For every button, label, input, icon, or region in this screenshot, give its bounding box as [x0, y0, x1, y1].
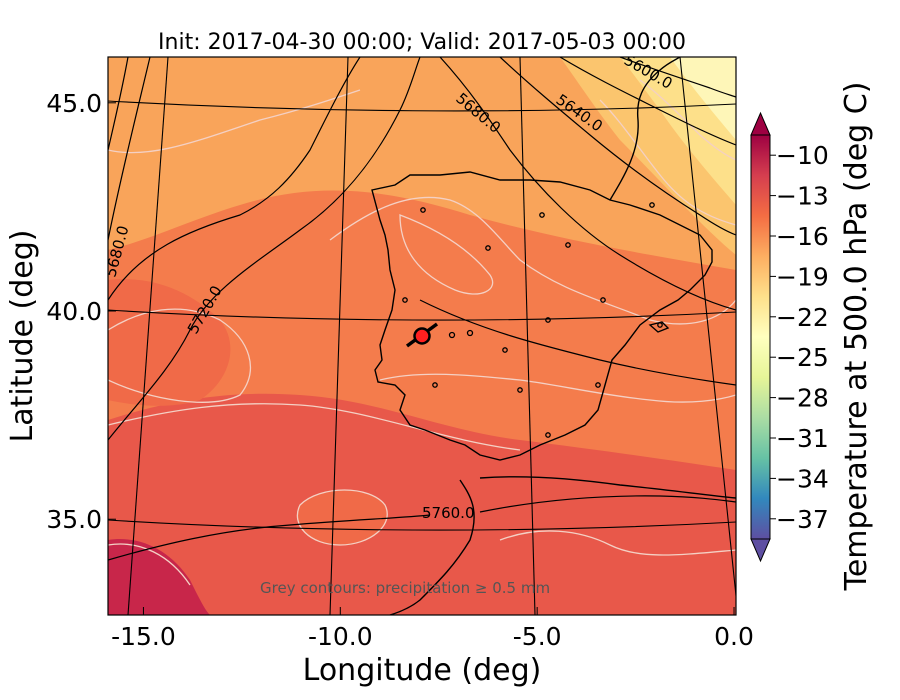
africa-coastline: [389, 476, 736, 615]
map-panel: 5680.0 5640.0 5600.0 5680.0 5720.0 5760.…: [108, 57, 736, 615]
colorbar-ticks: −10 −13 −16 −19 −22 −25 −28 −31 −34 −37: [770, 141, 829, 534]
colorbar: −10 −13 −16 −19 −22 −25 −28 −31 −34 −37 Temperatu…: [750, 82, 874, 592]
x-axis: -15.0 -10.0 -5.0 0.0: [111, 607, 754, 651]
x-tick-label: -5.0: [513, 622, 562, 651]
iberia-coastline: [371, 171, 713, 461]
y-tick-label: 40.0: [46, 297, 102, 326]
colorbar-tick-label: −31: [776, 424, 829, 453]
temperature-band-warm: [108, 393, 736, 615]
colorbar-label: Temperature at 500.0 hPa (deg C): [839, 82, 874, 592]
precipitation-spots: [402, 202, 663, 438]
y-tick-label: 35.0: [46, 505, 102, 534]
temperature-band-midwest: [108, 279, 231, 406]
map-title: Init: 2017-04-30 00:00; Valid: 2017-05-0…: [158, 30, 686, 55]
colorbar-tick-label: −37: [776, 505, 829, 534]
parallel-45: [108, 100, 736, 112]
colorbar-tick-label: −10: [776, 141, 829, 170]
temperature-band-coldest: [670, 57, 736, 140]
x-tick-label: 0.0: [714, 622, 754, 651]
graticule: [108, 57, 736, 615]
colorbar-body: [750, 134, 771, 540]
x-tick-label: -15.0: [111, 622, 176, 651]
colorbar-tick-label: −28: [776, 384, 829, 413]
parallel-40: [108, 309, 736, 321]
colorbar-tick-label: −25: [776, 343, 829, 372]
temperature-band-warm-patch: [297, 490, 388, 545]
y-axis: 35.0 40.0 45.0: [46, 89, 116, 534]
coastlines: [371, 57, 736, 615]
y-tick-label: 45.0: [46, 89, 102, 118]
colorbar-tick-label: −19: [776, 262, 829, 291]
contour-label: 5760.0: [422, 504, 475, 522]
temperature-band-hot: [108, 539, 210, 615]
colorbar-extend-top: [750, 111, 771, 136]
precipitation-contours: [108, 79, 736, 586]
height-contours: [108, 57, 736, 561]
colorbar-extend-bottom: [750, 538, 771, 563]
x-tick-label: -10.0: [308, 622, 373, 651]
location-marker: [405, 322, 439, 348]
colorbar-tick-label: −22: [776, 303, 829, 332]
precipitation-note: Grey contours: precipitation ≥ 0.5 mm: [260, 579, 550, 597]
x-axis-label: Longitude (deg): [303, 653, 542, 688]
france-coastline: [609, 57, 681, 201]
plot-frame: [107, 56, 737, 616]
colorbar-tick-label: −34: [776, 464, 829, 493]
parallel-35: [108, 519, 736, 531]
colorbar-tick-label: −13: [776, 182, 829, 211]
meridian-5: [519, 57, 536, 615]
colorbar-tick-label: −16: [776, 222, 829, 251]
y-axis-label: Latitude (deg): [5, 230, 40, 443]
